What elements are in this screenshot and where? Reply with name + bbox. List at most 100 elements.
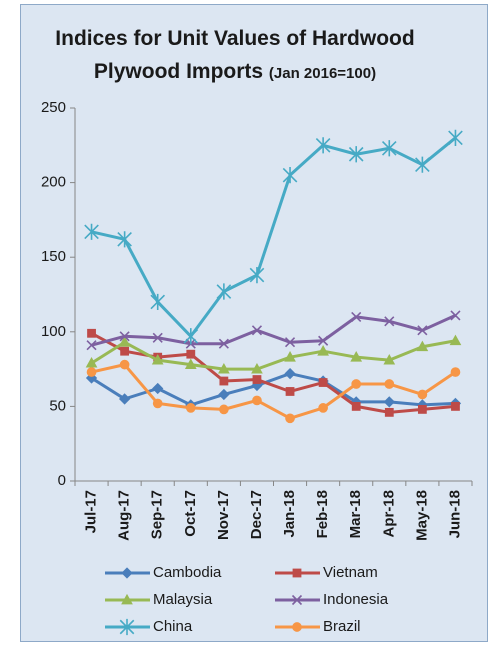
marker-shape [152,398,163,409]
marker [84,223,99,240]
marker-shape [417,389,428,400]
marker-shape [121,593,133,605]
marker [317,345,329,356]
marker-shape [292,622,302,632]
y-tick-label: 50 [49,397,66,414]
marker-shape [384,407,394,417]
marker-shape [285,387,295,396]
marker [121,567,133,579]
marker-shape [118,336,131,347]
x-tick-label: Aug-17 [116,490,133,541]
marker-shape [218,338,229,349]
series-line [90,331,456,414]
marker-shape [183,328,199,345]
marker-shape [381,140,397,157]
marker-shape [351,401,361,411]
marker [449,334,462,346]
marker [151,354,164,365]
marker-shape [119,618,135,636]
marker [292,622,302,632]
marker-shape [87,328,96,338]
x-tick-label: Sep-17 [149,490,166,539]
x-tick-label: Jul-17 [83,490,100,533]
marker-shape [84,223,99,240]
marker [318,378,328,387]
marker [152,332,163,343]
legend-item: China [105,618,193,635]
marker-shape [383,396,395,408]
marker [284,367,296,380]
marker-shape [417,325,428,336]
marker-shape [284,351,296,362]
x-tick-label: Jan-18 [281,490,298,538]
marker-shape [318,403,328,413]
legend-item: Malaysia [105,591,213,608]
marker [417,389,428,400]
marker-shape [417,404,427,414]
marker-shape [150,293,166,311]
marker [348,146,364,163]
marker [120,346,130,356]
marker [417,325,428,336]
legend-label: Cambodia [153,564,222,581]
marker [384,316,395,327]
marker-shape [318,335,329,346]
marker [318,335,329,346]
marker-shape [251,362,263,374]
marker-shape [120,346,130,356]
marker-shape [85,356,98,368]
marker [351,401,361,411]
marker [284,351,296,362]
marker [152,382,164,395]
marker [86,340,97,351]
x-tick-label: Apr-18 [380,490,397,538]
marker-shape [450,367,461,377]
marker [315,137,331,154]
marker-shape [284,337,296,348]
marker [249,267,265,284]
legend-label: Brazil [323,618,361,635]
chart-title: Indices for Unit Values of Hardwood Plyw… [55,27,415,83]
legend-item: Indonesia [275,591,389,608]
legend-label: China [153,618,193,635]
marker [450,310,461,321]
marker [119,331,130,342]
marker [119,359,130,370]
marker [251,325,263,336]
title-block: Indices for Unit Values of Hardwood Plyw… [40,22,430,90]
marker-shape [218,362,230,374]
marker [251,362,263,374]
marker-shape [384,316,395,327]
marker [350,351,363,362]
marker [318,403,328,413]
series-line [90,339,456,371]
marker [152,398,163,409]
marker [291,594,303,606]
series-line [91,363,457,420]
x-tick-label: Jun-18 [446,490,463,538]
marker-shape [451,401,460,411]
marker [184,358,197,370]
series-line [90,372,456,407]
marker [252,395,262,406]
x-tick-label: Mar-18 [347,490,364,538]
marker [284,337,296,348]
marker [186,349,196,359]
marker-shape [184,358,197,370]
marker-shape [449,334,462,346]
chart-subtitle: (Jan 2016=100) [268,65,377,82]
marker-shape [292,568,302,578]
x-tick-label: Feb-18 [314,490,331,538]
y-tick-label: 250 [41,99,66,116]
marker-shape [282,167,298,184]
marker-shape [291,594,303,606]
marker-shape [450,310,461,321]
marker-shape [348,146,364,163]
marker [383,396,395,408]
marker-shape [86,367,97,377]
x-tick-label: Nov-17 [215,490,232,540]
marker-shape [219,376,229,386]
legend-item: Vietnam [275,564,378,581]
